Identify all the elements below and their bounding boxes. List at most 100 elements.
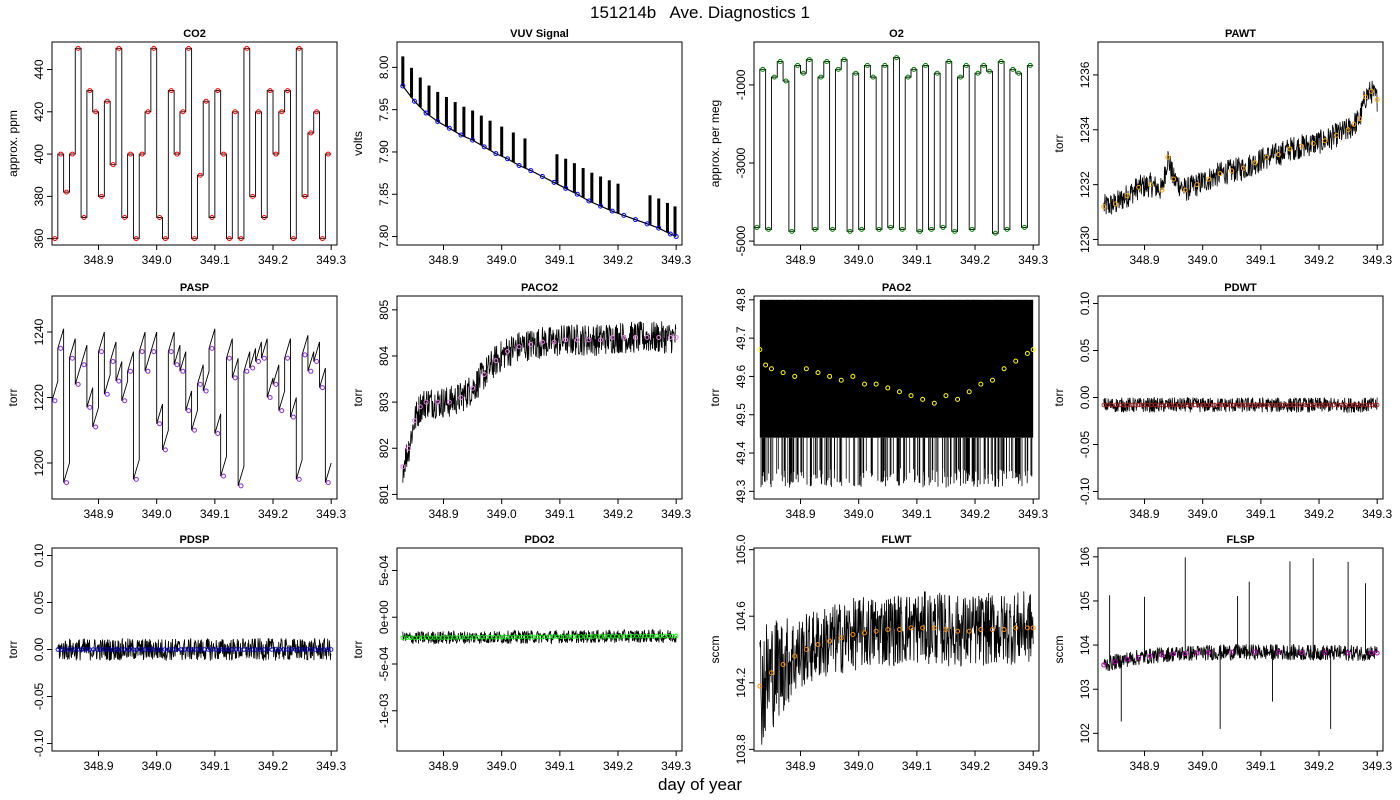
- avg-point: [1171, 176, 1177, 182]
- avg-point: [302, 193, 308, 199]
- y-tick-label: 8.00: [377, 55, 391, 79]
- y-tick-label: 49.4: [734, 441, 748, 465]
- avg-point: [458, 395, 464, 400]
- avg-point: [308, 368, 314, 374]
- avg-point: [162, 236, 168, 242]
- x-tick-label: 349.3: [1362, 507, 1392, 521]
- plot-area: [52, 328, 332, 489]
- avg-point: [673, 633, 679, 639]
- y-tick-label: 1220: [32, 384, 46, 411]
- x-tick-label: 349.1: [902, 507, 932, 521]
- avg-point: [1206, 650, 1212, 656]
- avg-point: [1182, 650, 1188, 656]
- x-tick-label: 349.2: [258, 507, 288, 521]
- avg-point: [850, 373, 856, 379]
- avg-point: [1024, 625, 1030, 631]
- y-tick-label: 801: [377, 484, 391, 504]
- x-tick-label: 349.1: [902, 759, 932, 773]
- x-tick-label: 349.0: [487, 253, 517, 267]
- avg-point: [180, 368, 186, 374]
- x-tick-label: 348.9: [786, 759, 816, 773]
- avg-point: [830, 226, 836, 232]
- avg-point: [93, 109, 99, 115]
- avg-point: [1368, 88, 1374, 94]
- x-tick-label: 349.0: [487, 507, 517, 521]
- avg-point: [754, 224, 760, 230]
- x-tick-label: 348.9: [429, 253, 459, 267]
- y-tick-label: 5e-04: [377, 555, 391, 586]
- avg-point: [673, 335, 679, 341]
- avg-point: [470, 385, 476, 391]
- avg-point: [1030, 625, 1036, 631]
- avg-point: [273, 151, 279, 157]
- avg-point: [1351, 121, 1357, 127]
- avg-point: [1322, 650, 1328, 656]
- y-tick-label: 805: [377, 300, 391, 320]
- y-tick-label: 802: [377, 438, 391, 458]
- panel-title: FLSP: [1226, 534, 1254, 546]
- y-tick-label: 103.8: [734, 734, 748, 764]
- y-tick-label: 103: [1078, 679, 1092, 699]
- avg-point: [757, 683, 763, 689]
- x-tick-label: 348.9: [1130, 507, 1160, 521]
- avg-point: [215, 431, 221, 437]
- y-axis-label: torr: [1052, 388, 1066, 406]
- avg-point: [768, 670, 774, 676]
- avg-point: [908, 393, 914, 399]
- panel-pao2: 348.9 349.0 349.1 349.2 349.3 49.3 49.4 49.5 49.…: [708, 282, 1049, 521]
- x-tick-label: 348.9: [786, 507, 816, 521]
- x-tick-label: 349.3: [661, 759, 691, 773]
- avg-point: [1030, 347, 1036, 353]
- avg-point: [1240, 165, 1246, 171]
- avg-point: [244, 45, 250, 51]
- avg-point: [203, 98, 209, 104]
- avg-point: [516, 344, 522, 350]
- y-tick-label: 7.85: [377, 182, 391, 206]
- avg-point: [792, 373, 798, 379]
- plot-area: [1101, 396, 1380, 414]
- plot-area: [1101, 80, 1380, 215]
- x-tick-label: 349.2: [258, 759, 288, 773]
- y-tick-label: 102: [1078, 723, 1092, 743]
- avg-point: [528, 168, 534, 174]
- x-tick-label: 348.9: [84, 507, 114, 521]
- avg-point: [1147, 653, 1153, 659]
- avg-point: [64, 480, 70, 486]
- avg-point: [803, 647, 809, 652]
- panel-pdsp: 348.9 349.0 349.1 349.2 349.3 -0.10 -0.05 0.00 0…: [6, 534, 347, 773]
- avg-point: [1136, 654, 1142, 660]
- avg-point: [481, 371, 487, 377]
- avg-point: [1194, 182, 1200, 188]
- y-tick-label: 1236: [1078, 61, 1092, 88]
- avg-point: [943, 627, 949, 633]
- avg-point: [1147, 182, 1153, 188]
- x-tick-label: 349.0: [1188, 507, 1218, 521]
- avg-point: [238, 483, 244, 489]
- raw-trace: [52, 47, 332, 240]
- avg-point: [1027, 62, 1033, 68]
- x-tick-label: 349.0: [1188, 759, 1218, 773]
- y-tick-label: 1240: [32, 318, 46, 345]
- avg-point: [911, 66, 917, 72]
- avg-point: [325, 151, 331, 157]
- avg-point: [481, 144, 487, 150]
- avg-point: [98, 193, 104, 199]
- avg-point: [815, 370, 821, 376]
- avg-point: [574, 337, 580, 343]
- avg-point: [145, 368, 151, 374]
- x-tick-label: 349.2: [1304, 253, 1334, 267]
- avg-point: [400, 464, 406, 470]
- avg-point: [314, 109, 320, 115]
- x-tick-label: 349.1: [200, 507, 230, 521]
- raw-trace: [759, 591, 1034, 745]
- avg-point: [1299, 143, 1305, 149]
- y-tick-label: 0.10: [32, 544, 46, 568]
- avg-point: [319, 385, 325, 391]
- y-axis-label: sccm: [708, 636, 722, 664]
- avg-point: [52, 236, 58, 242]
- avg-point: [151, 349, 157, 355]
- avg-point: [209, 215, 215, 221]
- avg-point: [110, 162, 116, 168]
- avg-point: [296, 45, 302, 51]
- avg-point: [116, 378, 122, 384]
